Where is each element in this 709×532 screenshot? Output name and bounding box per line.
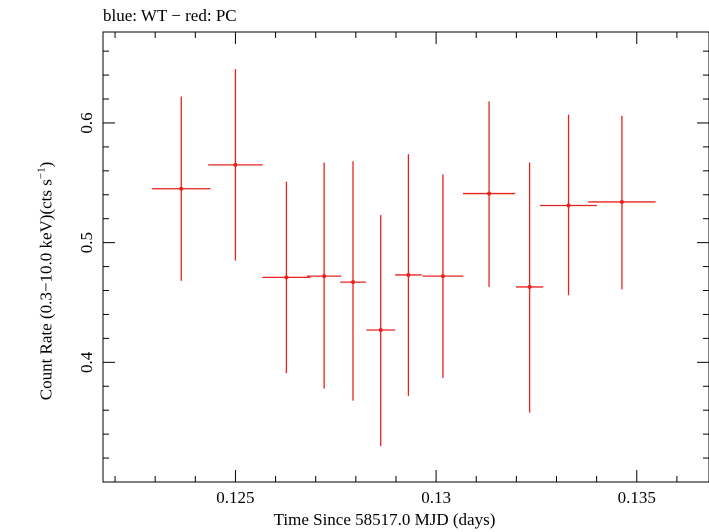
data-point (306, 162, 342, 389)
axes: 0.125 0.13 0.135 0.4 0.5 0.6 (77, 32, 709, 507)
data-point (262, 181, 311, 374)
data-marker (233, 162, 238, 167)
y-tick-label: 0.5 (77, 232, 96, 253)
y-tick-label: 0.4 (77, 351, 96, 373)
x-axis-label: Time Since 58517.0 MJD (days) (273, 510, 496, 529)
data-marker (322, 274, 327, 279)
data-point (540, 114, 598, 296)
data-point (395, 154, 422, 396)
data-marks (151, 69, 656, 447)
y-axis-label: Count Rate (0.3−10.0 keV)(cts s−1) (36, 162, 57, 401)
plot-frame (102, 31, 709, 483)
data-marker (440, 274, 445, 279)
data-point (208, 69, 263, 261)
x-tick-label: 0.135 (618, 488, 656, 507)
data-point (151, 96, 211, 281)
data-point (340, 161, 366, 401)
x-tick-label: 0.13 (421, 488, 451, 507)
y-axis-label-end: ) (36, 161, 56, 168)
data-marker (378, 328, 383, 333)
chart-title: blue: WT − red: PC (103, 6, 237, 25)
data-marker (487, 191, 492, 196)
data-point (422, 174, 464, 378)
y-axis-label-main: Count Rate (0.3−10.0 keV)(cts s (36, 179, 56, 401)
data-point (515, 162, 544, 413)
data-marker (406, 272, 411, 277)
data-marker (527, 284, 532, 289)
data-marker (351, 280, 356, 285)
y-tick-label: 0.6 (77, 112, 96, 133)
data-marker (619, 199, 624, 204)
data-point (588, 115, 656, 290)
data-point (366, 215, 396, 447)
y-axis-label-exponent: −1 (35, 167, 48, 180)
x-tick-label: 0.125 (216, 488, 254, 507)
data-marker (179, 186, 184, 191)
data-point (462, 101, 516, 287)
data-marker (566, 203, 571, 208)
data-marker (284, 275, 289, 280)
